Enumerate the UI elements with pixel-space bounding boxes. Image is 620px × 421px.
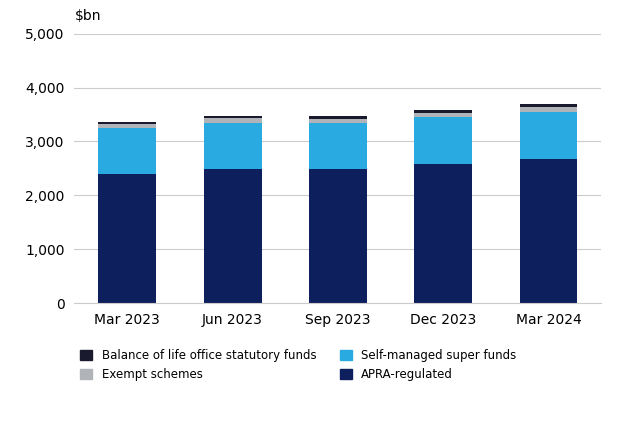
Bar — [414, 110, 472, 113]
Bar — [309, 123, 367, 170]
Bar — [203, 123, 262, 170]
Bar — [99, 122, 156, 124]
Bar — [520, 159, 577, 303]
Bar — [520, 112, 577, 159]
Bar — [203, 116, 262, 118]
Bar — [203, 118, 262, 123]
Bar — [414, 164, 472, 303]
Bar — [99, 124, 156, 128]
Bar — [309, 119, 367, 123]
Bar — [309, 116, 367, 119]
Legend: Balance of life office statutory funds, Exempt schemes, Self-managed super funds: Balance of life office statutory funds, … — [81, 349, 516, 381]
Bar — [203, 170, 262, 303]
Bar — [414, 117, 472, 164]
Bar — [520, 107, 577, 112]
Bar — [520, 104, 577, 107]
Bar — [414, 113, 472, 117]
Bar — [99, 128, 156, 174]
Bar — [99, 174, 156, 303]
Text: $bn: $bn — [74, 9, 101, 23]
Bar — [309, 170, 367, 303]
